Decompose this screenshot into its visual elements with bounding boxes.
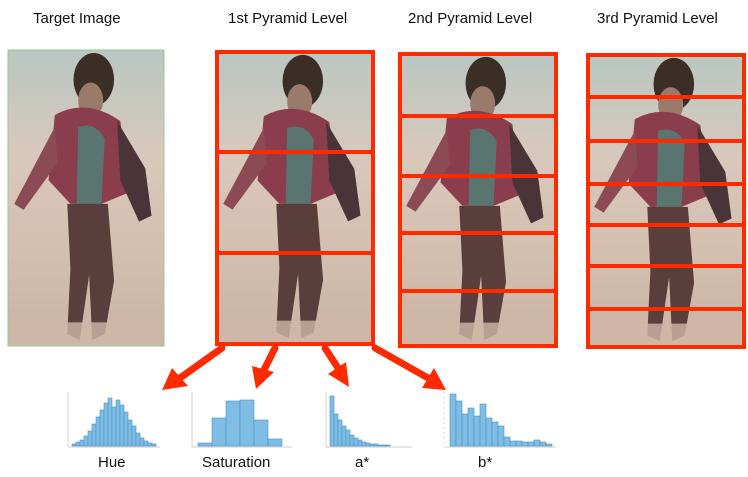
arrow-to-hue [162,344,226,390]
histogram-a-star [325,392,412,448]
pyramid-level-1 [215,50,375,346]
histogram-saturation [191,392,292,448]
label-hue: Hue [98,454,126,471]
title-pyramid-level-1: 1st Pyramid Level [228,10,348,27]
label-b-star: b* [478,454,493,471]
title-pyramid-level-3: 3rd Pyramid Level [597,10,718,27]
label-a-star: a* [355,454,370,471]
pyramid-level-2 [398,52,558,348]
arrow-to-b-star [371,344,446,390]
histogram-b-star [443,392,556,448]
label-saturation: Saturation [202,454,271,471]
target-image [7,49,165,347]
pyramid-level-3 [586,53,746,349]
arrow-to-a-star [321,344,349,387]
title-pyramid-level-2: 2nd Pyramid Level [408,10,533,27]
title-target-image: Target Image [33,10,121,27]
histogram-hue [67,392,160,448]
arrows [162,344,446,390]
arrow-to-saturation [252,344,279,389]
